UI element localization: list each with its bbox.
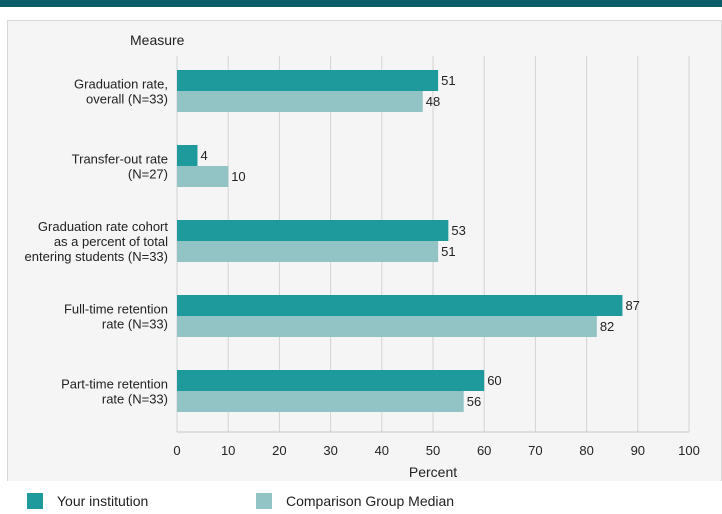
x-tick-label-2: 20 <box>272 443 286 458</box>
x-tick-label-5: 50 <box>426 443 440 458</box>
x-tick-label-3: 30 <box>323 443 337 458</box>
category-label-1-line-0: Transfer-out rate <box>72 152 168 167</box>
category-label-1-line-1: (N=27) <box>128 167 168 182</box>
category-label-2-line-1: as a percent of total <box>54 234 168 249</box>
bar-s1-c2 <box>177 241 439 262</box>
category-label-3-line-0: Full-time retention <box>64 302 168 317</box>
category-label-2-line-2: entering students (N=33) <box>25 249 168 264</box>
x-tick-label-1: 10 <box>221 443 235 458</box>
bar-s1-c0 <box>177 91 423 112</box>
x-tick-label-8: 80 <box>579 443 593 458</box>
category-axis-label: Measure <box>130 32 185 48</box>
data-label-s1-c1: 10 <box>231 169 245 184</box>
x-tick-label-0: 0 <box>173 443 180 458</box>
data-label-s1-c2: 51 <box>441 244 455 259</box>
data-label-s0-c2: 53 <box>451 223 465 238</box>
bar-chart: 0 10 20 30 40 50 60 70 80 90 100PercentMeasure5148… <box>25 32 700 480</box>
bar-s0-c3 <box>177 295 623 316</box>
category-label-2-line-0: Graduation rate cohort <box>38 219 168 234</box>
category-label-4-line-1: rate (N=33) <box>102 392 168 407</box>
category-label-3-line-1: rate (N=33) <box>102 317 168 332</box>
x-tick-label-7: 70 <box>528 443 542 458</box>
x-tick-label-6: 60 <box>477 443 491 458</box>
category-label-0-line-0: Graduation rate, <box>74 77 168 92</box>
data-label-s0-c3: 87 <box>625 298 639 313</box>
legend-label-your-institution: Your institution <box>57 493 149 509</box>
data-label-s1-c3: 82 <box>600 319 614 334</box>
legend-swatch-comparison-group <box>256 493 272 509</box>
x-tick-label-10: 100 <box>678 443 700 458</box>
legend-swatch-your-institution <box>27 493 43 509</box>
data-label-s0-c4: 60 <box>487 373 501 388</box>
data-label-s0-c1: 4 <box>200 148 207 163</box>
bar-s1-c1 <box>177 166 229 187</box>
bar-s0-c0 <box>177 70 439 91</box>
x-axis-label: Percent <box>409 464 457 480</box>
x-tick-label-9: 90 <box>631 443 645 458</box>
data-label-s0-c0: 51 <box>441 73 455 88</box>
data-label-s1-c4: 56 <box>467 394 481 409</box>
bar-s0-c2 <box>177 220 449 241</box>
bar-s1-c3 <box>177 316 597 337</box>
legend-label-comparison-group: Comparison Group Median <box>286 493 455 509</box>
category-label-0-line-1: overall (N=33) <box>86 92 168 107</box>
bar-s1-c4 <box>177 391 464 412</box>
top-accent-bar <box>0 0 722 7</box>
category-label-4-line-0: Part-time retention <box>61 377 168 392</box>
bar-s0-c4 <box>177 370 485 391</box>
data-label-s1-c0: 48 <box>426 94 440 109</box>
x-tick-label-4: 40 <box>375 443 389 458</box>
bar-s0-c1 <box>177 145 198 166</box>
